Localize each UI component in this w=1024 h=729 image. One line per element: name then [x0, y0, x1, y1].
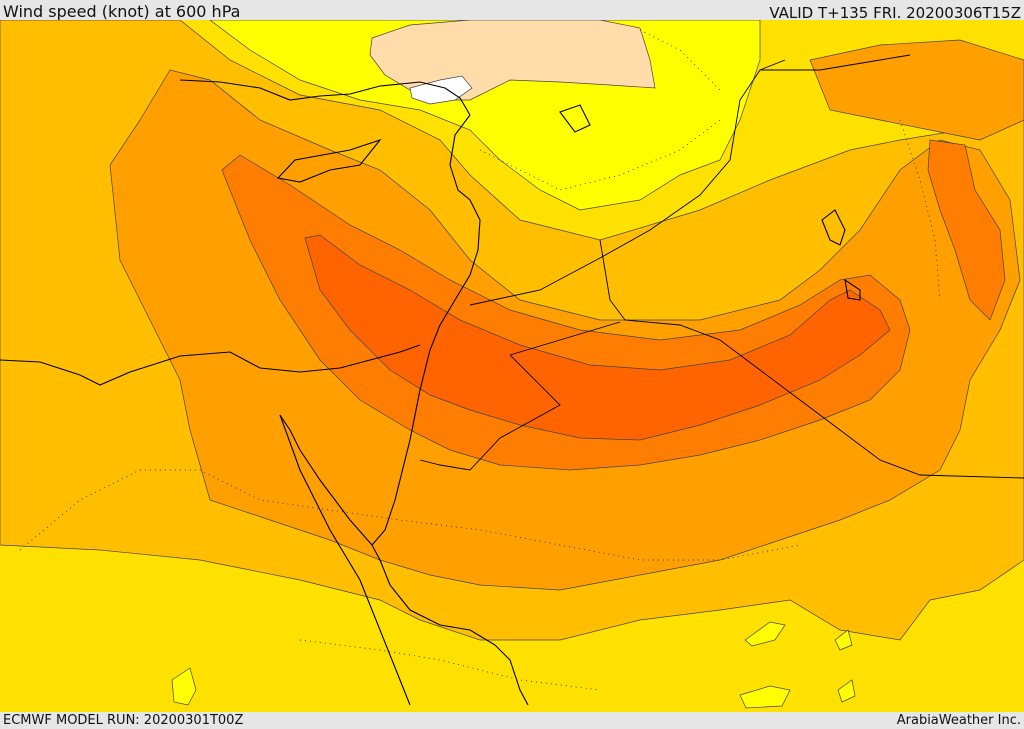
coastlines — [0, 79, 861, 706]
field-patch-s4 — [837, 679, 856, 703]
field-patch-s1 — [744, 621, 786, 647]
map-footer: ECMWF MODEL RUN: 20200301T00Z ArabiaWeat… — [0, 712, 1024, 729]
field-patch-s3 — [739, 685, 791, 709]
field-patch-s2 — [834, 629, 853, 651]
field-band-6-east — [927, 139, 1006, 321]
borders — [419, 54, 1024, 479]
map-title: Wind speed (knot) at 600 hPa — [3, 2, 241, 21]
map-header: Wind speed (knot) at 600 hPa VALID T+135… — [0, 0, 1024, 22]
field-band-7 — [304, 234, 891, 441]
wind-speed-map — [0, 20, 1024, 712]
model-run-label: ECMWF MODEL RUN: 20200301T00Z — [3, 713, 244, 728]
field-band-5-east — [809, 39, 1024, 141]
credit-label: ArabiaWeather Inc. — [896, 713, 1021, 728]
dotted-isolines — [19, 29, 941, 691]
field-band-0 — [409, 75, 473, 105]
field-patch-sw — [171, 667, 197, 706]
valid-time: VALID T+135 FRI. 20200306T15Z — [769, 4, 1021, 22]
